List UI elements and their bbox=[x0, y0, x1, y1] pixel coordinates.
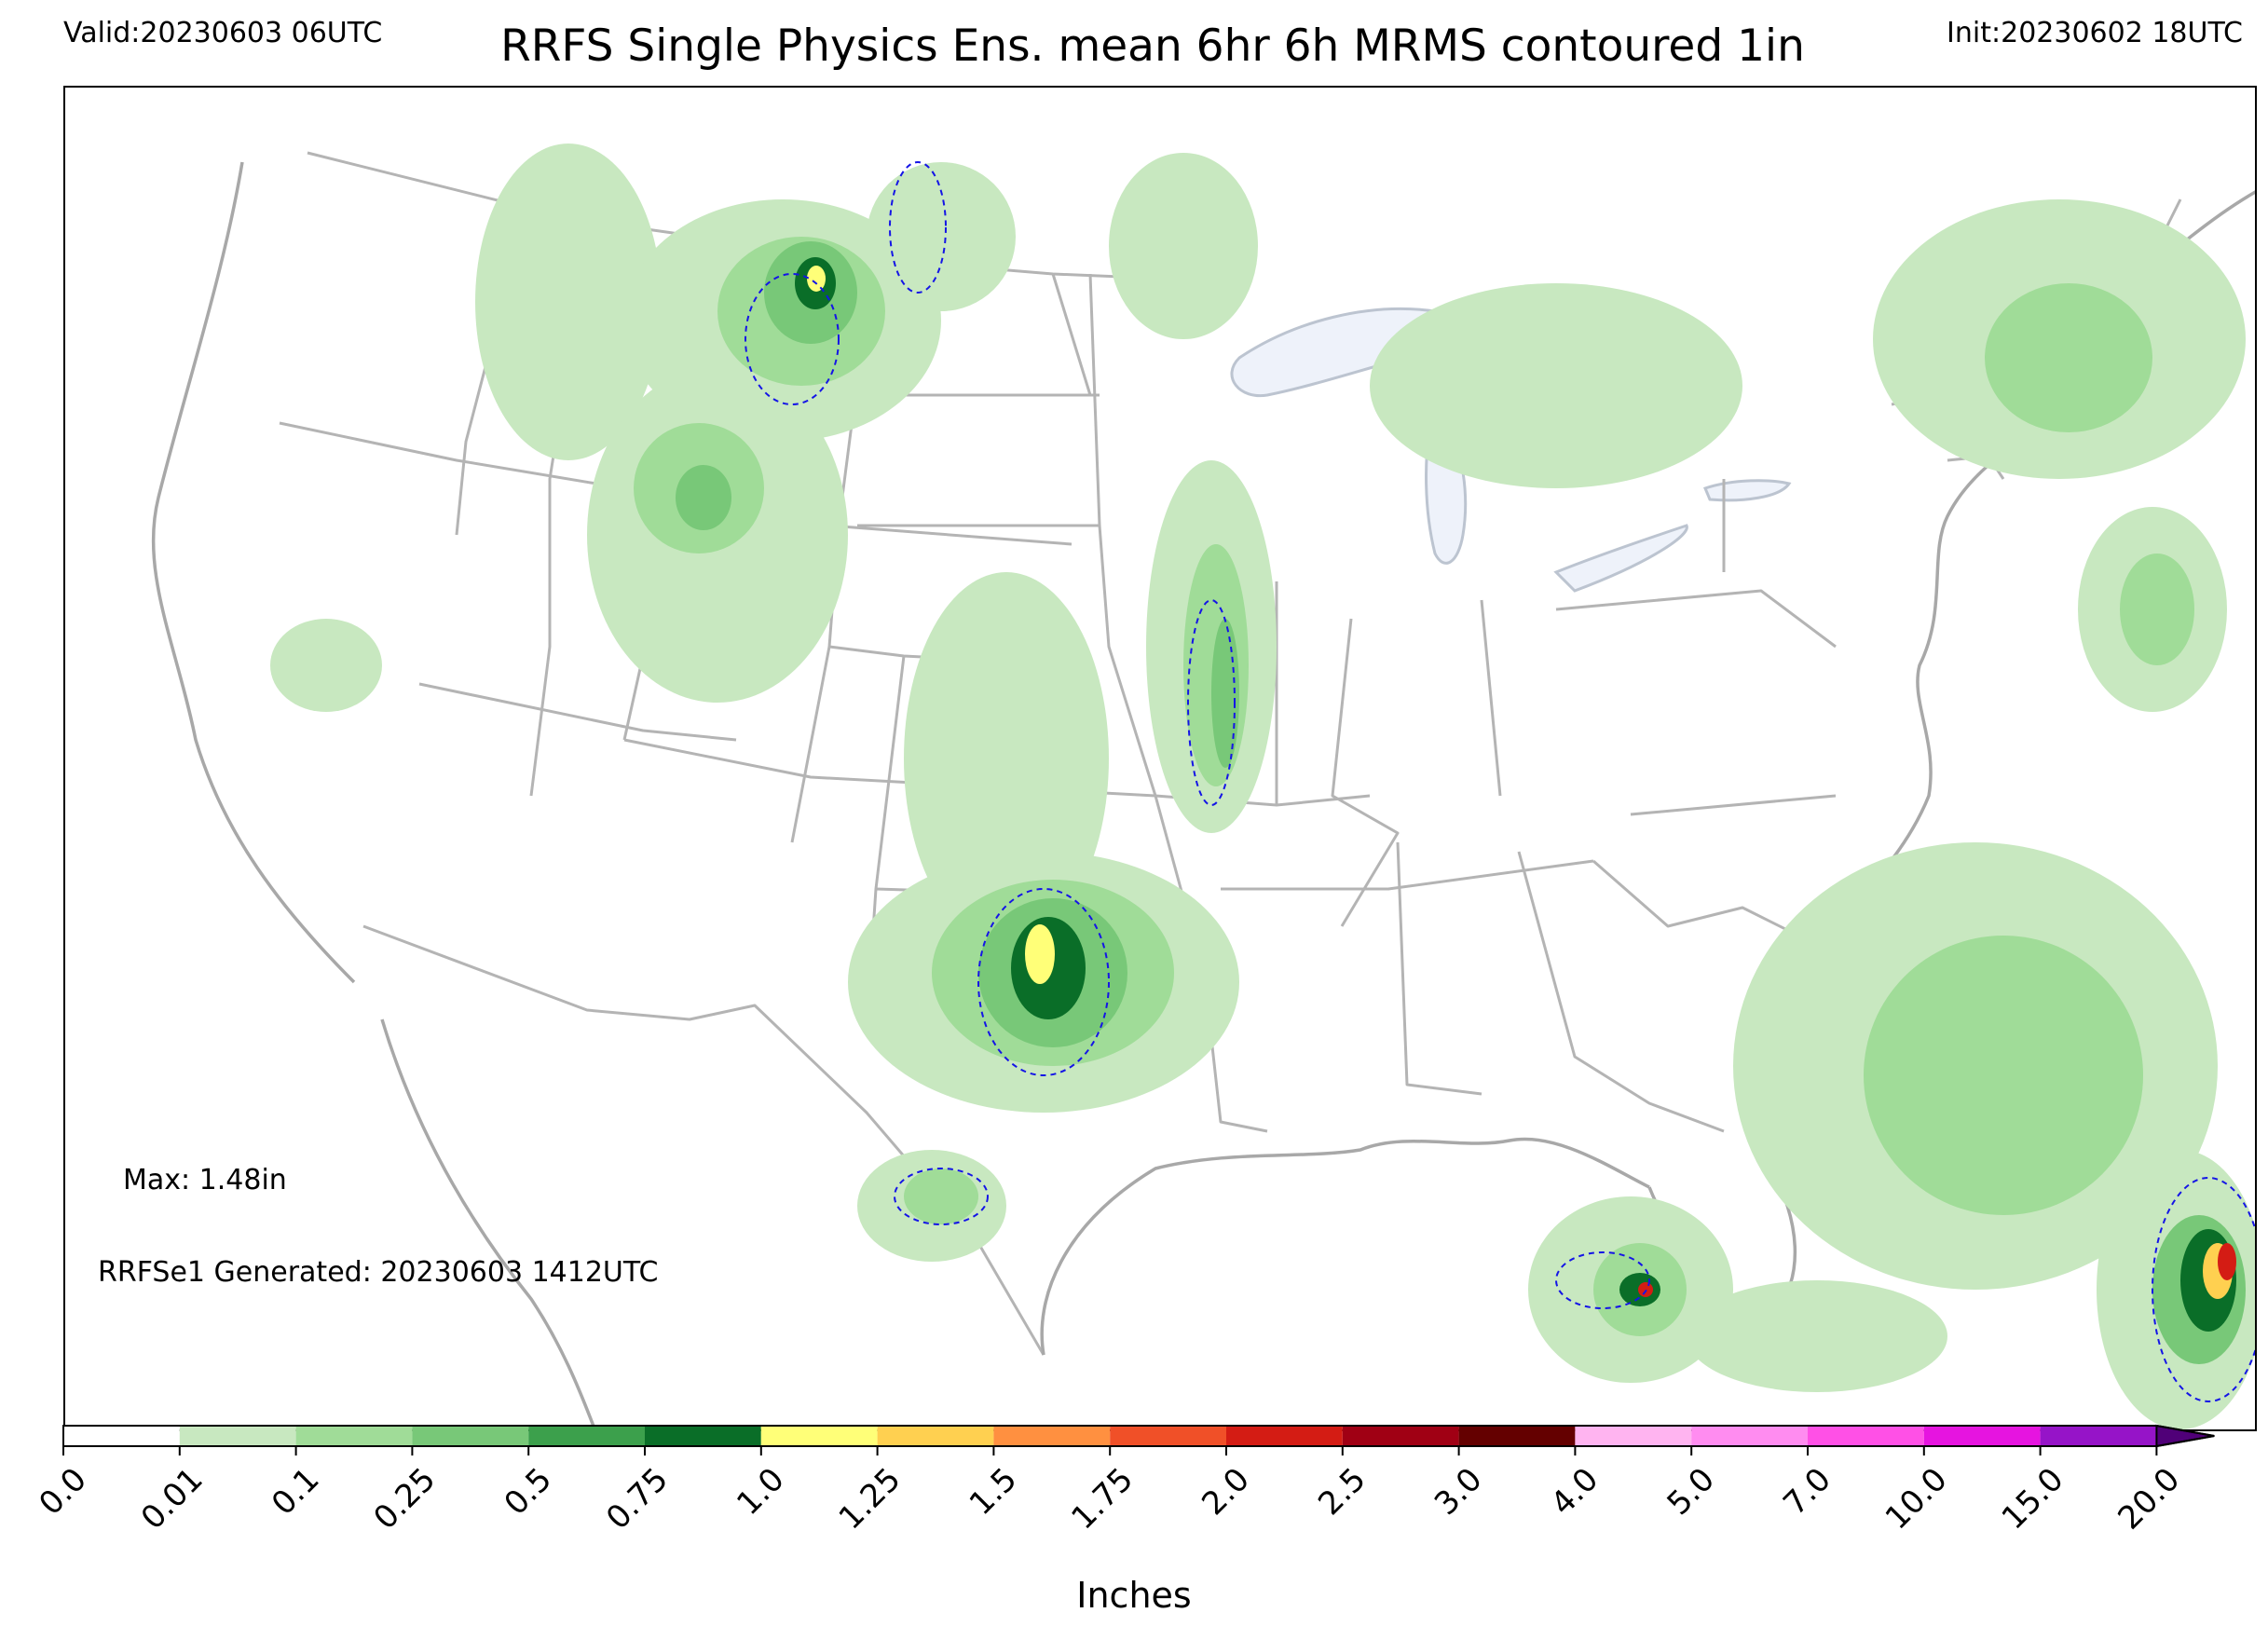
colorbar-tick-label: 1.75 bbox=[1064, 1461, 1141, 1538]
colorbar-swatch bbox=[760, 1426, 878, 1446]
mrms-contours bbox=[745, 161, 2255, 1402]
precip-mid bbox=[1211, 619, 1239, 768]
mrms-contour bbox=[1555, 1251, 1650, 1309]
init-time: Init:20230602 18UTC bbox=[1947, 17, 2243, 49]
max-annotation: Max: 1.48in bbox=[123, 1164, 287, 1196]
precip-light bbox=[904, 572, 1109, 945]
valid-time: Valid:20230603 06UTC bbox=[63, 17, 383, 49]
colorbar-tick-label: 0.5 bbox=[498, 1461, 560, 1524]
precip-yellow bbox=[807, 266, 826, 292]
colorbar-swatch bbox=[295, 1426, 413, 1446]
precip-light bbox=[475, 144, 662, 460]
colorbar-tick-label: 1.0 bbox=[730, 1461, 792, 1524]
colorbar-swatch bbox=[993, 1426, 1111, 1446]
border-segment bbox=[1480, 599, 1502, 797]
precip-l2 bbox=[904, 1168, 978, 1224]
chart-title: RRFS Single Physics Ens. mean 6hr 6h MRM… bbox=[0, 20, 2268, 72]
mrms-contour bbox=[889, 161, 947, 294]
mrms-contour bbox=[745, 273, 840, 405]
colorbar-swatch bbox=[179, 1426, 296, 1446]
lake-ontario bbox=[1702, 479, 1792, 502]
generated-annotation: RRFSe1 Generated: 20230603 1412UTC bbox=[98, 1256, 659, 1289]
colorbar-tick-label: 10.0 bbox=[1879, 1461, 1955, 1538]
border-segment bbox=[1517, 851, 1725, 1133]
colorbar-swatch bbox=[412, 1426, 529, 1446]
colorbar-swatch bbox=[528, 1426, 645, 1446]
border-segment bbox=[1331, 618, 1400, 927]
mrms-contour bbox=[894, 1168, 989, 1225]
colorbar-swatch bbox=[1808, 1426, 1924, 1446]
precip-l2 bbox=[1985, 283, 2152, 432]
colorbar-tick-label: 1.5 bbox=[963, 1461, 1025, 1524]
colorbar: 0.0 0.01 0.1 0.25 0.5 0.75 1.0 1.25 1.5 1.75 2.0 2.… bbox=[32, 1424, 2215, 1537]
colorbar-swatch bbox=[1110, 1426, 1226, 1446]
colorbar-tick-label: 0.1 bbox=[265, 1461, 327, 1524]
border-segment bbox=[1088, 273, 1185, 899]
colorbar-tick-label: 1.25 bbox=[832, 1461, 909, 1538]
colorbar-tick-label: 4.0 bbox=[1544, 1461, 1606, 1524]
colorbar-tick-label: 0.75 bbox=[599, 1461, 676, 1538]
mrms-contour bbox=[2152, 1177, 2255, 1402]
pacific-coast bbox=[151, 161, 356, 984]
chart-title-text: RRFS Single Physics Ens. mean 6hr 6h MRM… bbox=[500, 20, 1805, 72]
baja-coast bbox=[380, 1018, 597, 1429]
colorbar-swatch bbox=[877, 1426, 994, 1446]
colorbar-frame bbox=[62, 1425, 2215, 1447]
colorbar-extend-arrow bbox=[2155, 1424, 2215, 1448]
colorbar-tick-label: 2.5 bbox=[1311, 1461, 1373, 1524]
colorbar-tick-label: 7.0 bbox=[1776, 1461, 1838, 1524]
border-segment bbox=[1051, 273, 1092, 396]
colorbar-ticks: 0.0 0.01 0.1 0.25 0.5 0.75 1.0 1.25 1.5 1.75 2.0 2.… bbox=[32, 1446, 2187, 1537]
colorbar-swatch bbox=[1226, 1426, 1343, 1446]
colorbar-swatch bbox=[1458, 1426, 1576, 1446]
precip-yellow bbox=[1025, 924, 1055, 984]
border-segment bbox=[1396, 841, 1482, 1096]
precip-light bbox=[867, 162, 1016, 311]
colorbar-tick-label: 0.01 bbox=[134, 1461, 211, 1538]
precip-light bbox=[1687, 1280, 1947, 1392]
border-segment bbox=[1630, 794, 1837, 816]
colorbar-tick-label: 5.0 bbox=[1660, 1461, 1723, 1524]
colorbar-swatch bbox=[1575, 1426, 1692, 1446]
precip-field bbox=[270, 144, 2255, 1429]
border-segment bbox=[418, 682, 737, 742]
colorbar-swatches bbox=[62, 1424, 2215, 1448]
colorbar-tick-label: 2.0 bbox=[1195, 1461, 1257, 1524]
colorbar-swatch bbox=[1923, 1426, 2041, 1446]
precip-light bbox=[1109, 153, 1258, 339]
precip-mid bbox=[676, 465, 731, 530]
colorbar-swatch bbox=[645, 1426, 761, 1446]
precip-light bbox=[270, 619, 382, 712]
border-segment bbox=[1555, 589, 1837, 649]
border-segment bbox=[279, 421, 625, 490]
colorbar-tick-label: 20.0 bbox=[2111, 1461, 2187, 1538]
colorbar-tick-label: 3.0 bbox=[1428, 1461, 1490, 1524]
map-svg bbox=[151, 144, 2255, 1429]
gulf-coast bbox=[1040, 1137, 1650, 1356]
colorbar-swatch bbox=[63, 1426, 180, 1446]
mrms-contour bbox=[977, 888, 1110, 1076]
border-segment bbox=[1209, 1037, 1268, 1133]
precip-red bbox=[2218, 1243, 2236, 1280]
precip-l2 bbox=[2120, 554, 2194, 665]
colorbar-swatch bbox=[2040, 1426, 2157, 1446]
precip-l2 bbox=[1864, 936, 2143, 1215]
colorbar-swatch bbox=[1342, 1426, 1459, 1446]
colorbar-swatch bbox=[1691, 1426, 1808, 1446]
mrms-contour bbox=[1187, 599, 1236, 806]
border-segment bbox=[1221, 859, 1594, 891]
map-panel: Max: 1.48in RRFSe1 Generated: 20230603 1… bbox=[63, 86, 2257, 1431]
precip-light bbox=[1370, 283, 1742, 488]
colorbar-tick-label: 0.0 bbox=[32, 1461, 94, 1524]
colorbar-tick-label: 15.0 bbox=[1995, 1461, 2071, 1538]
colorbar-tick-label: 0.25 bbox=[366, 1461, 443, 1538]
lake-erie bbox=[1553, 524, 1688, 593]
colorbar-label: Inches bbox=[1076, 1575, 1192, 1616]
